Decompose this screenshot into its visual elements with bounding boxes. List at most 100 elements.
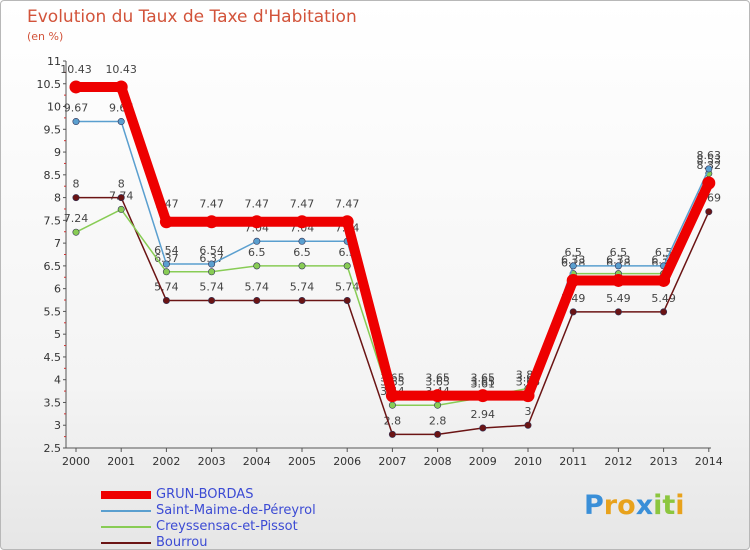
legend-swatch (101, 510, 151, 512)
data-point (340, 215, 354, 229)
data-label: 8 (118, 178, 125, 191)
y-tick-label: 8 (54, 192, 61, 205)
legend-item-grun-bordas: GRUN-BORDAS (101, 487, 421, 503)
x-tick-label: 2007 (378, 455, 406, 468)
data-label: 8.53 (697, 153, 722, 166)
x-tick-label: 2010 (514, 455, 542, 468)
data-label: 2.94 (471, 408, 496, 421)
y-tick-label: 7.5 (44, 214, 62, 227)
data-label: 2.8 (429, 414, 447, 427)
data-label: 5.74 (245, 280, 270, 293)
x-tick-label: 2012 (604, 455, 632, 468)
x-tick-label: 2014 (695, 455, 723, 468)
data-label: 5.74 (154, 280, 179, 293)
data-point (114, 80, 128, 94)
data-point (343, 262, 351, 270)
data-point (162, 260, 170, 268)
data-label: 2.8 (384, 414, 402, 427)
data-point (205, 215, 219, 229)
legend-item-saint-maime: Saint-Maime-de-Péreyrol (101, 503, 421, 519)
data-point (702, 176, 716, 190)
data-point (569, 308, 577, 316)
legend-swatch (101, 542, 151, 544)
logo-letter: i (653, 490, 663, 521)
data-point (69, 80, 83, 94)
data-label: 10.43 (60, 63, 92, 76)
data-point (162, 296, 170, 304)
x-tick-label: 2009 (469, 455, 497, 468)
legend-label: Saint-Maime-de-Péreyrol (156, 503, 316, 518)
data-label: 5.49 (606, 292, 631, 305)
data-point (295, 215, 309, 229)
logo-letter: t (662, 490, 676, 521)
data-point (253, 296, 261, 304)
logo-letter: x (635, 490, 654, 521)
data-point (569, 262, 577, 270)
legend-label: Creyssensac-et-Pissot (156, 519, 298, 534)
data-point (611, 273, 625, 287)
x-tick-label: 2001 (107, 455, 135, 468)
chart-title: Evolution du Taux de Taxe d'Habitation (27, 7, 357, 27)
data-point (476, 389, 490, 403)
x-tick-label: 2006 (333, 455, 361, 468)
legend-swatch (101, 526, 151, 528)
data-point (660, 308, 668, 316)
legend-swatch (101, 491, 151, 499)
data-point (705, 165, 713, 173)
y-tick-label: 6 (54, 283, 61, 296)
data-point (159, 215, 173, 229)
x-tick-label: 2013 (650, 455, 678, 468)
y-tick-label: 4.5 (44, 351, 62, 364)
data-point (705, 208, 713, 216)
legend-label: Bourrou (156, 535, 208, 550)
data-label: 6.5 (248, 246, 266, 259)
x-tick-label: 2005 (288, 455, 316, 468)
data-label: 3.65 (471, 376, 496, 389)
proxiti-logo: Proxiti (584, 490, 685, 521)
legend-item-creyssensac: Creyssensac-et-Pissot (101, 519, 421, 535)
y-tick-label: 3 (54, 419, 61, 432)
data-label: 3.61 (471, 377, 496, 390)
data-point (479, 424, 487, 432)
data-point (72, 194, 80, 202)
data-point (253, 237, 261, 245)
data-point (343, 296, 351, 304)
x-tick-label: 2004 (243, 455, 271, 468)
unit-label: (en %) (27, 30, 64, 43)
data-point (385, 389, 399, 403)
data-point (614, 308, 622, 316)
data-label: 6.54 (154, 244, 179, 257)
data-point (434, 430, 442, 438)
y-tick-label: 3.5 (44, 396, 62, 409)
y-tick-label: 5.5 (44, 305, 62, 318)
data-label: 6.33 (606, 254, 631, 267)
legend-item-bourrou: Bourrou (101, 535, 421, 550)
data-label: 3 (525, 405, 532, 418)
data-label: 3.65 (425, 376, 450, 389)
data-point (298, 296, 306, 304)
y-tick-label: 4 (54, 374, 61, 387)
data-label: 3.65 (425, 372, 450, 385)
data-point (253, 262, 261, 270)
data-point (388, 401, 396, 409)
y-tick-label: 10.5 (37, 78, 62, 91)
data-label: 8 (73, 178, 80, 191)
data-point (431, 389, 445, 403)
y-tick-label: 8.5 (44, 169, 62, 182)
logo-letter: r (603, 490, 618, 521)
data-label: 7.47 (335, 198, 360, 211)
y-tick-label: 10 (47, 101, 61, 114)
series-line (71, 81, 714, 401)
data-point (298, 262, 306, 270)
data-label: 10.43 (105, 63, 137, 76)
data-point (72, 228, 80, 236)
data-point (117, 205, 125, 213)
x-tick-label: 2011 (559, 455, 587, 468)
data-label: 7.24 (64, 212, 89, 225)
data-point (524, 421, 532, 429)
logo-letter: P (584, 490, 604, 521)
data-point (117, 194, 125, 202)
data-point (566, 273, 580, 287)
y-tick-label: 7 (54, 237, 61, 250)
